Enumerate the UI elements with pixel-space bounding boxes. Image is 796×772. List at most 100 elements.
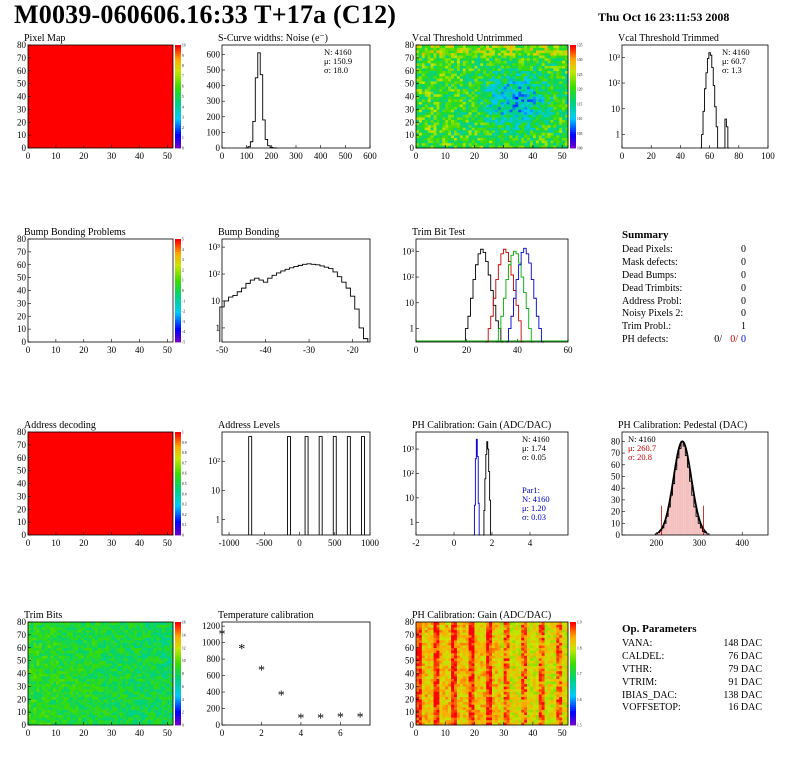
- heatmap-cell: [159, 688, 163, 692]
- heatmap-cell: [47, 683, 51, 687]
- heatmap-cell: [153, 663, 157, 667]
- heatmap-cell: [72, 622, 76, 625]
- heatmap-cell: [75, 652, 79, 656]
- heatmap-cell: [565, 140, 569, 144]
- heatmap-cell: [41, 678, 46, 682]
- y-tick-label: 1200: [202, 621, 221, 631]
- heatmap-cell: [565, 93, 569, 97]
- y-tick-label: 20: [405, 117, 415, 127]
- heatmap-cell: [147, 668, 151, 672]
- colorbar-tick-label: 14: [182, 633, 186, 637]
- heatmap-cell: [161, 640, 165, 643]
- heatmap-cell: [509, 140, 513, 144]
- colorbar-step: [175, 304, 181, 308]
- heatmap-cell: [433, 68, 437, 72]
- heatmap-cell: [83, 650, 87, 654]
- heatmap-cell: [550, 119, 554, 123]
- heatmap-cell: [75, 701, 79, 705]
- heatmap-cell: [439, 109, 443, 113]
- heatmap-cell: [474, 83, 478, 87]
- heatmap-cell: [468, 111, 472, 115]
- heatmap-cell: [547, 119, 551, 123]
- heatmap-cell: [436, 68, 440, 72]
- heatmap-cell: [494, 127, 499, 131]
- heatmap-cell: [445, 124, 449, 128]
- heatmap-cell: [39, 696, 43, 700]
- heatmap-cell: [439, 83, 443, 87]
- heatmap-cell: [535, 117, 540, 120]
- heatmap-cell: [506, 60, 510, 64]
- heatmap-cell: [80, 681, 85, 685]
- heatmap-cell: [50, 699, 54, 703]
- heatmap-cell: [75, 668, 79, 672]
- heatmap-cell: [142, 629, 146, 633]
- heatmap-cell: [436, 86, 440, 90]
- heatmap-cell: [506, 132, 510, 136]
- heatmap-cell: [64, 670, 68, 674]
- colorbar-step: [175, 708, 181, 711]
- heatmap-cell: [122, 627, 126, 631]
- heatmap-cell: [164, 647, 168, 651]
- heatmap-cell: [483, 127, 487, 131]
- heatmap-cell: [86, 696, 90, 700]
- heatmap-cell: [86, 676, 90, 679]
- heatmap-cell: [556, 73, 560, 77]
- heatmap-cell: [41, 691, 46, 695]
- heatmap-cell: [153, 650, 157, 654]
- heatmap-cell: [418, 73, 423, 77]
- heatmap-cell: [430, 132, 434, 136]
- heatmap-cell: [547, 81, 551, 84]
- heatmap-cell: [83, 668, 87, 672]
- heatmap-cell: [53, 650, 57, 654]
- heatmap-cell: [133, 717, 138, 721]
- colorbar-tick-label: 5: [182, 238, 184, 242]
- heatmap-cell: [439, 104, 443, 108]
- heatmap-cells: [28, 622, 174, 726]
- heatmap-cell: [494, 75, 499, 79]
- heatmap-cell: [448, 122, 452, 126]
- heatmap-cell: [75, 629, 79, 633]
- scatter-point: *: [238, 642, 245, 657]
- x-tick-label: 40: [513, 345, 523, 355]
- heatmap-cell: [538, 135, 542, 139]
- heatmap-cell: [559, 129, 563, 133]
- chart-svg: 00.10.20.30.40.50.60.70.80.910 10 20 30 40 50…: [17, 427, 187, 548]
- heatmap-cell: [535, 122, 540, 126]
- heatmap-cell: [75, 658, 79, 661]
- heatmap-cell: [69, 655, 73, 659]
- heatmap-cell: [94, 701, 99, 705]
- heatmap-cell: [480, 111, 484, 115]
- heatmap-cell: [142, 683, 146, 687]
- heatmap-cell: [503, 145, 507, 149]
- heatmap-cell: [559, 57, 563, 61]
- heatmap-cell: [439, 47, 443, 51]
- heatmap-cell: [122, 673, 126, 677]
- colorbar-step: [175, 458, 181, 462]
- colorbar-tick-label: 0.8: [182, 451, 187, 455]
- heatmap-cell: [36, 722, 40, 726]
- heatmap-cell: [530, 68, 534, 72]
- heatmap-cell: [61, 696, 65, 700]
- heatmap-cell: [480, 117, 484, 120]
- heatmap-cell: [150, 712, 154, 716]
- stats-text-par1: Par1:: [522, 485, 540, 495]
- heatmap-cell: [421, 45, 426, 48]
- heatmap-cell: [442, 104, 446, 108]
- heatmap-cell: [28, 676, 32, 679]
- histogram-line: [482, 441, 492, 536]
- heatmap-cell: [468, 57, 472, 61]
- heatmap-cell: [47, 660, 51, 664]
- heatmap-cell: [67, 688, 71, 692]
- heatmap-cell: [97, 660, 101, 664]
- heatmap-cell: [483, 68, 487, 72]
- heatmap-cell: [161, 647, 165, 651]
- heatmap-cell: [448, 104, 452, 108]
- heatmap-cell: [39, 642, 43, 646]
- heatmap-cell: [83, 637, 87, 641]
- heatmap-cell: [145, 645, 149, 649]
- heatmap-cell: [451, 101, 455, 105]
- heatmap-cell: [61, 632, 65, 636]
- heatmap-cell: [69, 678, 73, 682]
- colorbar-step: [175, 661, 181, 664]
- heatmap-cell: [156, 624, 160, 628]
